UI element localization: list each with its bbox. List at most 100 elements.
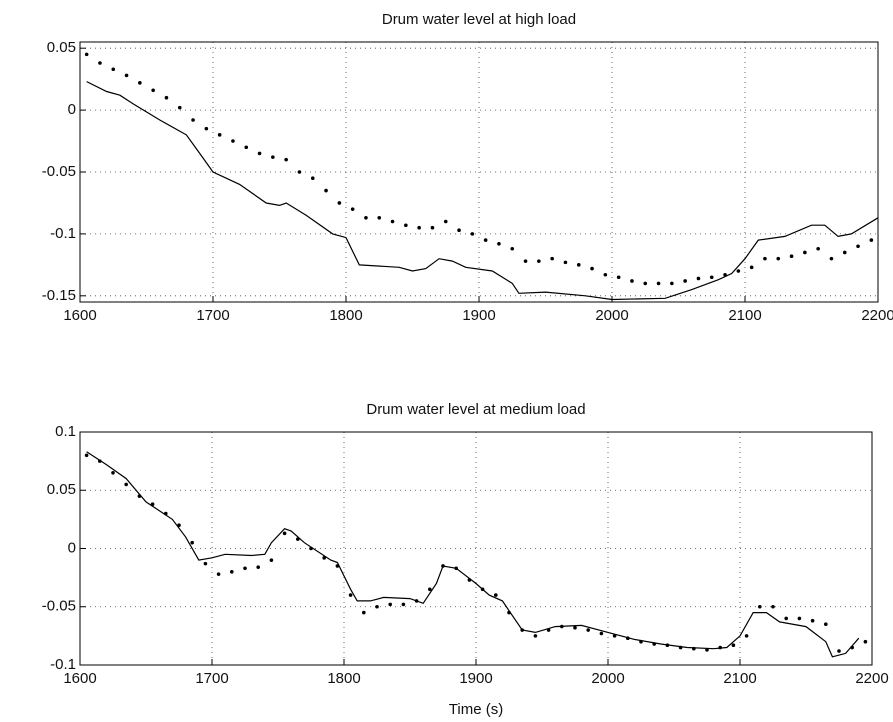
- data-dot: [483, 238, 488, 242]
- y-tick-label: 0: [68, 539, 76, 556]
- data-dot: [480, 587, 485, 592]
- x-tick-label: 1600: [63, 307, 96, 324]
- data-dot: [111, 470, 115, 475]
- data-dot: [842, 250, 847, 255]
- data-dot: [665, 643, 670, 647]
- plot-frame: [79, 41, 879, 303]
- data-dot: [696, 276, 701, 281]
- data-dot: [401, 602, 406, 607]
- data-dot: [784, 616, 788, 621]
- data-dot: [576, 263, 581, 267]
- data-dot: [111, 67, 116, 72]
- data-dot: [164, 95, 169, 100]
- data-dot: [736, 269, 741, 273]
- data-dot: [816, 246, 820, 251]
- data-dot: [430, 225, 435, 230]
- data-dot: [643, 281, 648, 286]
- data-dot: [124, 482, 128, 487]
- data-dot: [771, 604, 775, 609]
- data-dot: [138, 81, 142, 85]
- y-tick-label: 0.1: [55, 423, 76, 440]
- data-dot: [520, 628, 524, 632]
- data-dot: [350, 207, 355, 211]
- data-dot: [586, 628, 590, 632]
- data-dot: [776, 256, 781, 261]
- data-dot: [216, 572, 221, 576]
- data-dot: [603, 272, 608, 277]
- x-tick-label: 2000: [595, 307, 628, 324]
- data-dot: [390, 219, 395, 224]
- data-dot: [744, 634, 749, 638]
- x-tick-label: 1900: [462, 307, 495, 324]
- x-tick-label: 1700: [195, 670, 228, 687]
- data-dot: [443, 219, 448, 224]
- data-dot: [563, 260, 568, 265]
- chart-title: Drum water level at medium load: [366, 401, 585, 418]
- x-tick-label: 2100: [723, 670, 756, 687]
- x-axis-label: Time (s): [449, 701, 503, 718]
- data-dot: [560, 624, 564, 629]
- data-dot: [282, 531, 287, 536]
- data-dot: [84, 52, 89, 57]
- x-tick-label: 1900: [459, 670, 492, 687]
- data-dot: [177, 523, 181, 527]
- data-dot: [257, 151, 262, 156]
- data-dot: [217, 133, 222, 137]
- chart-title: Drum water level at high load: [382, 11, 576, 28]
- data-dot: [829, 256, 834, 261]
- data-dot: [322, 556, 327, 560]
- data-dot: [203, 561, 208, 566]
- x-tick-label: 1600: [63, 670, 96, 687]
- data-dot: [705, 648, 709, 652]
- data-dot: [670, 281, 674, 286]
- data-dot: [337, 201, 342, 205]
- data-dot: [718, 645, 722, 650]
- data-dot: [256, 565, 261, 569]
- data-dot: [375, 604, 379, 609]
- data-line: [86, 81, 879, 301]
- data-dot: [599, 631, 604, 636]
- data-dot: [177, 105, 182, 110]
- data-dot: [364, 216, 368, 220]
- data-dot: [810, 618, 815, 623]
- data-dot: [309, 546, 313, 551]
- x-tick-label: 2200: [861, 307, 893, 324]
- data-dot: [98, 459, 102, 463]
- data-dot: [803, 250, 807, 255]
- data-dot: [616, 275, 621, 280]
- data-dot: [297, 170, 302, 174]
- data-dot: [98, 61, 102, 65]
- plot-frame: [79, 431, 873, 666]
- data-dot: [190, 540, 194, 545]
- data-dot: [630, 279, 634, 283]
- data-dot: [414, 599, 419, 603]
- data-dot: [164, 511, 168, 516]
- y-tick-label: 0: [68, 101, 76, 118]
- y-tick-label: -0.05: [42, 163, 76, 180]
- data-dot: [457, 228, 461, 232]
- x-tick-label: 2100: [728, 307, 761, 324]
- x-tick-label: 2000: [591, 670, 624, 687]
- data-dot: [856, 244, 860, 249]
- data-dot: [124, 73, 129, 78]
- data-dot: [837, 649, 841, 653]
- data-dot: [310, 176, 315, 180]
- y-tick-label: -0.1: [50, 656, 76, 673]
- data-dot: [763, 256, 767, 261]
- data-dot: [507, 610, 511, 615]
- data-dot: [494, 593, 498, 597]
- data-dot: [850, 645, 854, 650]
- y-tick-label: -0.15: [42, 287, 76, 304]
- data-dot: [191, 118, 195, 122]
- data-dot: [335, 564, 340, 568]
- data-dot: [626, 636, 630, 641]
- data-dot: [204, 126, 209, 131]
- data-dot: [678, 645, 683, 650]
- data-dot: [467, 578, 472, 582]
- data-dot: [573, 625, 577, 630]
- x-tick-label: 2200: [855, 670, 888, 687]
- y-tick-label: 0.05: [47, 481, 76, 498]
- y-tick-label: -0.05: [42, 598, 76, 615]
